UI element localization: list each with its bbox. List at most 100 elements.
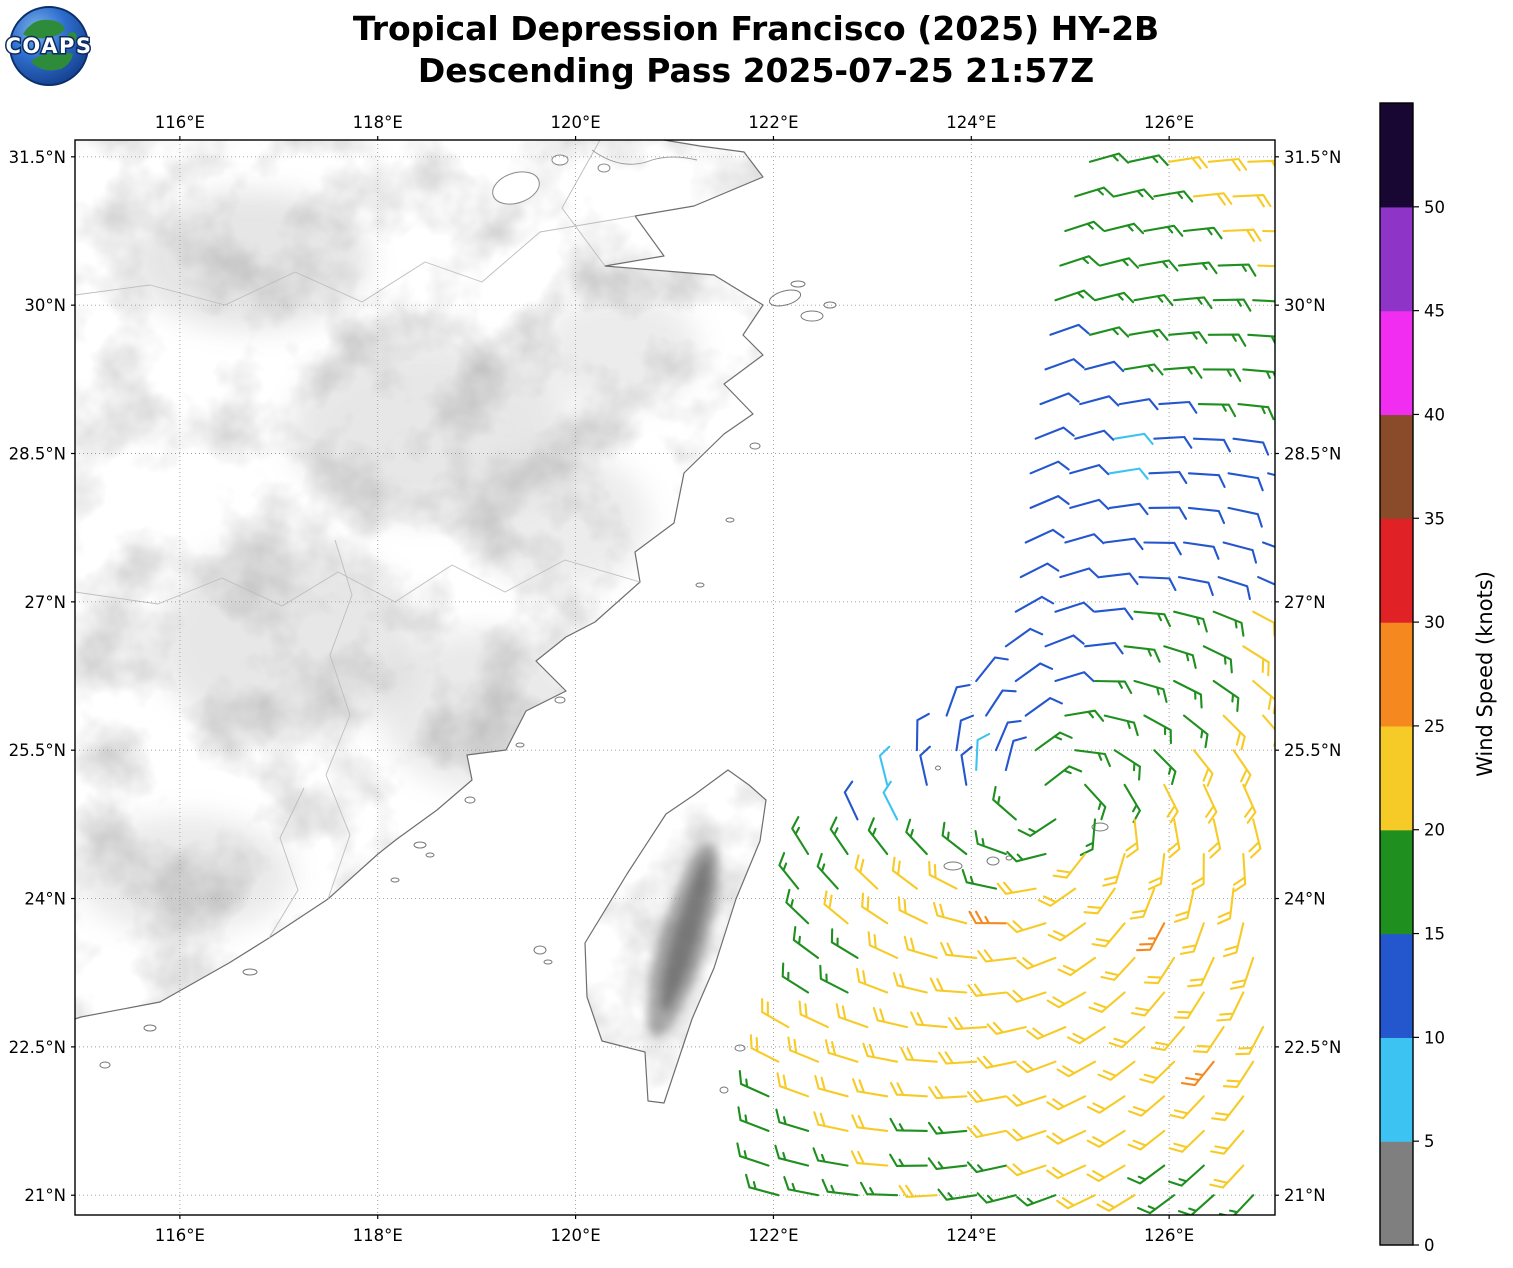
wind-barb (1252, 299, 1275, 303)
island-penghu (533, 945, 547, 955)
wind-barb (960, 745, 973, 786)
wind-barb (819, 964, 849, 994)
wind-barb (813, 1111, 849, 1132)
island (725, 517, 735, 523)
wind-barb (903, 935, 938, 959)
lat-tick-label-right: 25.5°N (1284, 741, 1341, 760)
wind-barb (1148, 506, 1188, 520)
island (695, 582, 705, 588)
wind-barb (955, 714, 975, 752)
wind-barb (1222, 1060, 1255, 1088)
yangtze-river (591, 149, 698, 165)
wind-barb (932, 901, 968, 925)
coaps-logo: COAPS (4, 6, 93, 86)
wind-barbs-layer (736, 152, 1275, 1215)
colorbar-label: Wind Speed (knots) (1473, 571, 1497, 777)
colorbar-segment (1380, 206, 1413, 312)
island-iriomote (943, 861, 963, 871)
wind-barb (1049, 323, 1090, 336)
wind-barb (938, 1051, 978, 1065)
wind-barb (1257, 264, 1275, 268)
wind-barb (736, 1142, 770, 1167)
wind-barb (862, 1042, 899, 1063)
colorbar-tick-label: 45 (1424, 302, 1445, 321)
island (935, 765, 941, 771)
wind-barb (1202, 645, 1233, 674)
wind-barb (1086, 1164, 1126, 1182)
lon-tick-label-top: 124°E (946, 113, 996, 132)
wind-barb (1143, 714, 1172, 745)
wind-barb (824, 1039, 859, 1063)
wind-barb (976, 1192, 1017, 1204)
colorbar-tick-label: 35 (1424, 509, 1445, 528)
wind-barb (1257, 576, 1275, 586)
wind-barb (1059, 255, 1100, 267)
wind-barb (1148, 470, 1188, 485)
wind-barb (976, 1055, 1017, 1069)
wind-barb (1173, 610, 1208, 633)
wind-barb (966, 1161, 1007, 1174)
lat-tick-label-left: 28.5°N (9, 445, 66, 464)
wind-barb (1208, 818, 1222, 859)
lat-tick-label-left: 25.5°N (9, 741, 66, 760)
lat-tick-label-left: 27°N (24, 593, 66, 612)
colorbar-segment (1380, 725, 1413, 831)
province-border (74, 559, 641, 607)
wind-barb (792, 926, 820, 959)
wind-barb (1222, 922, 1245, 958)
wind-barb (872, 1006, 909, 1029)
island (554, 696, 566, 704)
wind-barb (749, 1034, 780, 1063)
wind-barb (961, 868, 998, 890)
wind-barb (1128, 1095, 1166, 1117)
wind-barb (781, 962, 810, 994)
logo-text: COAPS (6, 34, 93, 58)
colorbar-scale: 0 5 10 15 20 25 30 35 40 45 50 (1379, 102, 1445, 1255)
lon-tick-label-top: 126°E (1144, 113, 1194, 132)
wind-barb (1046, 1095, 1087, 1111)
wind-barb (1034, 731, 1073, 752)
wind-barb (1113, 188, 1154, 201)
map-panel: 116°E 116°E 118°E 118°E 120°E 120°E 122°E 122°E… (9, 113, 1342, 1245)
colorbar-segment (1380, 310, 1413, 416)
wind-barb (1212, 298, 1252, 312)
wind-barb (1237, 403, 1275, 421)
wind-barb (1128, 154, 1169, 167)
islands (99, 280, 1109, 1094)
wind-barb (1083, 887, 1116, 915)
wind-barb (1047, 922, 1087, 942)
wind-barb (1103, 714, 1139, 737)
wind-barb (1016, 1194, 1057, 1207)
wind-barb (1067, 1026, 1106, 1045)
wind-barb (1267, 472, 1275, 477)
wind-barb (1039, 392, 1080, 406)
wind-barb (1227, 506, 1263, 528)
wind-barb (1147, 852, 1166, 891)
province-border (325, 539, 353, 900)
wind-barb (1029, 495, 1070, 509)
wind-barb (1242, 783, 1257, 824)
colorbar-segment (1380, 103, 1413, 208)
colorbar-tick-label: 40 (1424, 405, 1445, 424)
figure-title-line1: Tropical Depression Francisco (2025) HY-… (353, 9, 1159, 48)
wind-barb (977, 949, 1017, 963)
wind-barb (852, 1078, 889, 1098)
wind-barb (851, 1114, 889, 1132)
lake (551, 154, 569, 166)
taiwan-coastline (584, 769, 767, 1104)
wind-barb (1179, 922, 1205, 955)
lat-tick-label-right: 24°N (1284, 890, 1326, 909)
wind-barb (1143, 224, 1184, 237)
wind-barb (1133, 679, 1168, 703)
wind-barb (1207, 333, 1247, 347)
island (800, 310, 824, 322)
wind-barb (1056, 1060, 1097, 1078)
wind-barb (1091, 922, 1126, 948)
wind-barb (940, 941, 978, 959)
wind-barb (1026, 1026, 1067, 1040)
wind-barb (975, 656, 1009, 683)
island (143, 1024, 157, 1032)
wind-barb (829, 816, 849, 856)
wind-barb (1074, 429, 1115, 441)
